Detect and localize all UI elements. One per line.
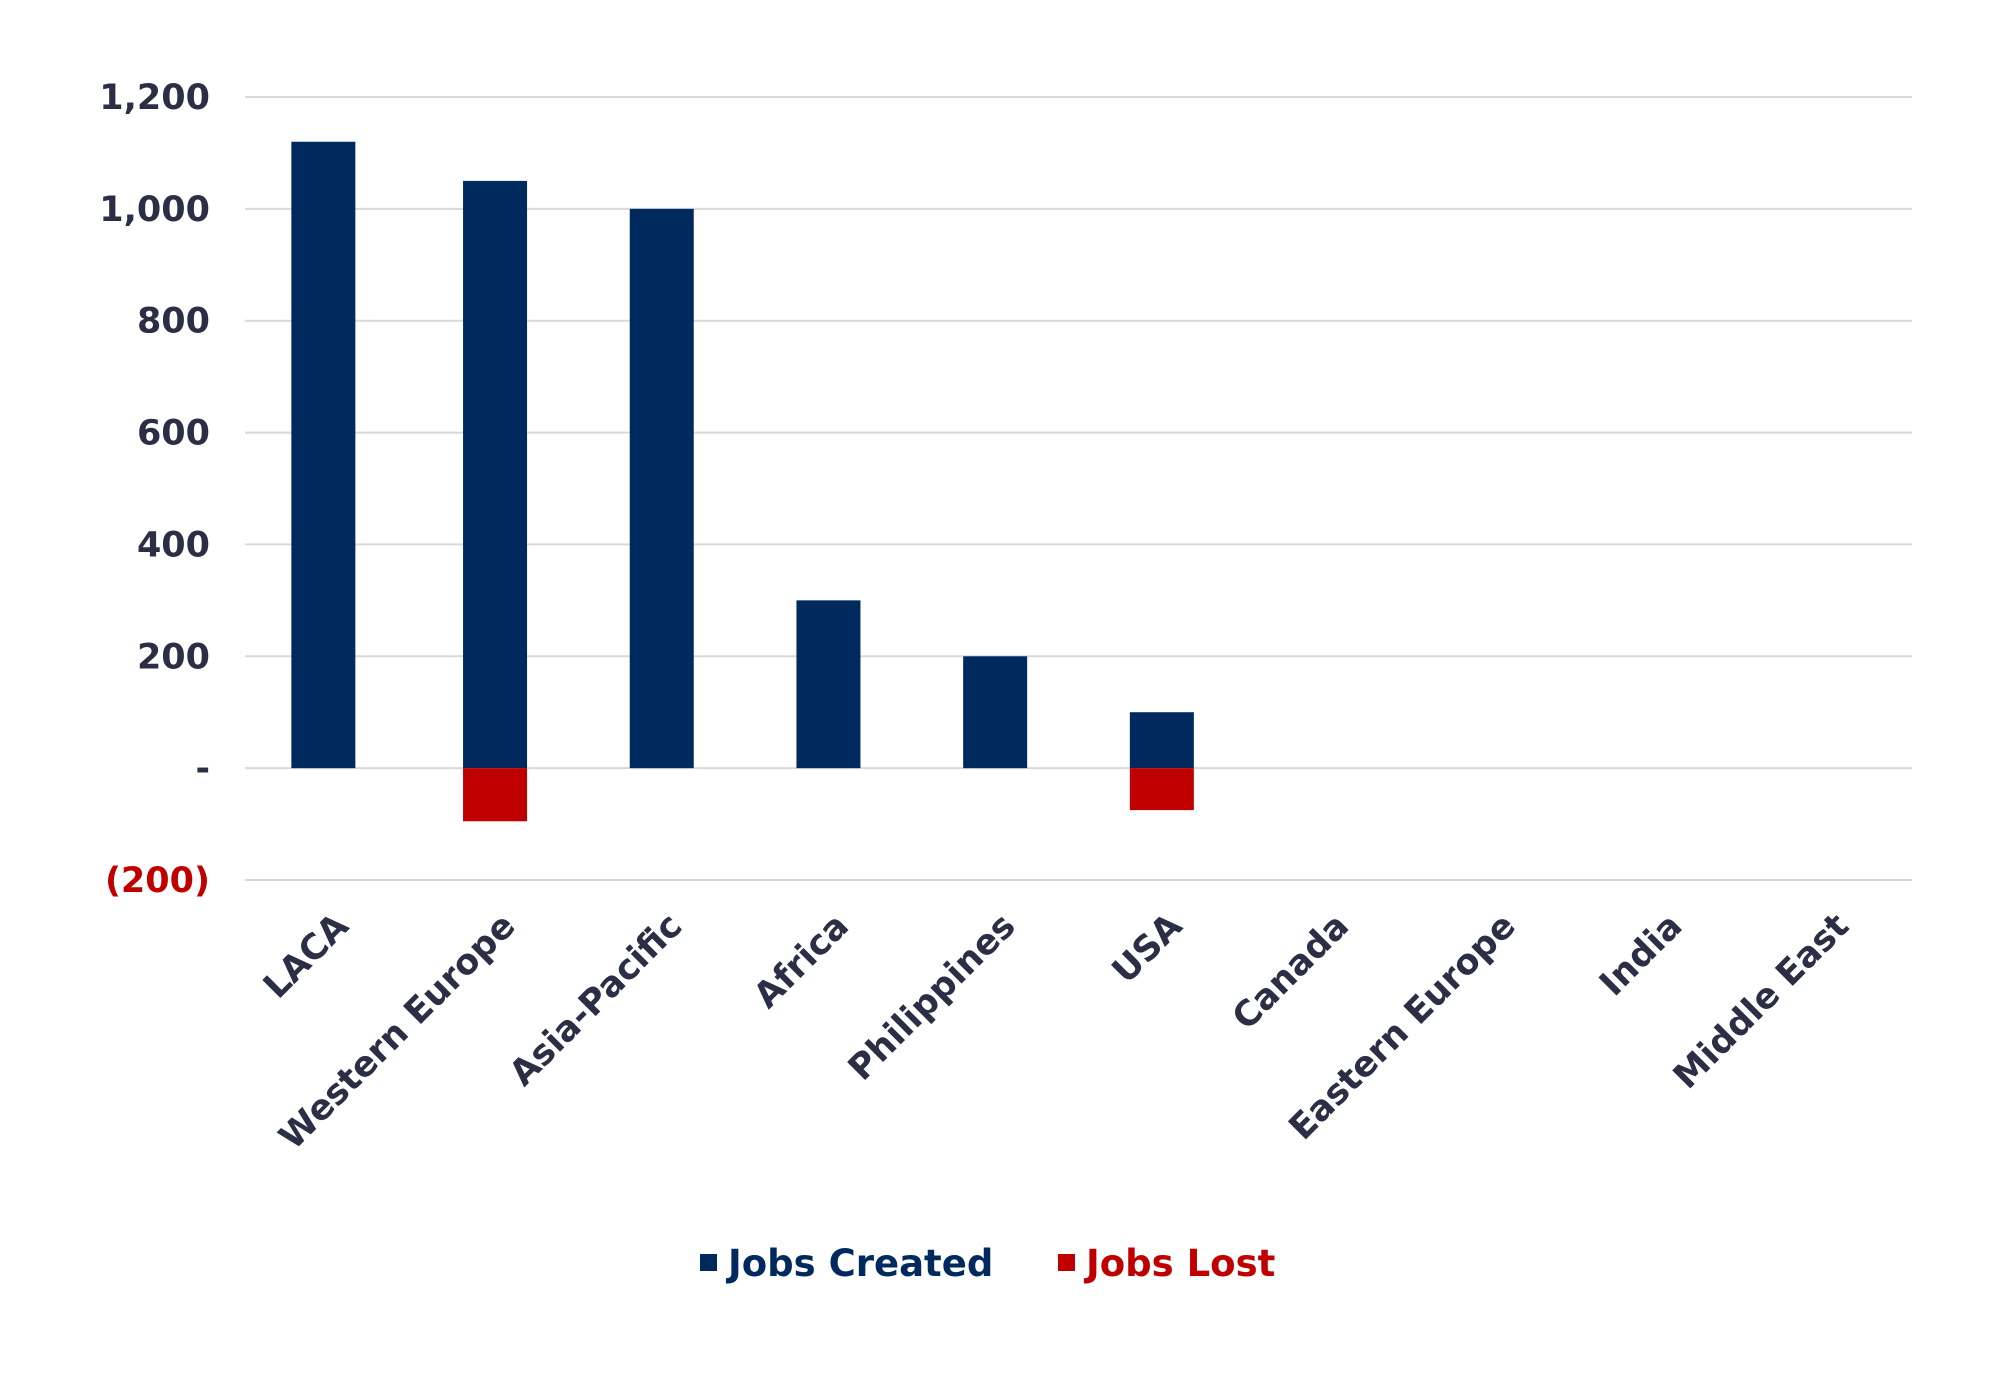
x-tick-label: LACA xyxy=(256,906,357,1007)
bar-jobs-created-0 xyxy=(291,141,356,769)
legend-label: Jobs Lost xyxy=(1083,1242,1275,1285)
x-tick-label: India xyxy=(1592,906,1690,1004)
y-tick-label: 600 xyxy=(137,414,210,454)
y-tick-label: 1,000 xyxy=(99,190,210,230)
x-tick-label: Philippines xyxy=(841,906,1024,1089)
y-tick-label: 400 xyxy=(137,525,210,565)
x-tick-label: Africa xyxy=(747,906,857,1016)
x-tick-label: Middle East xyxy=(1666,906,1857,1097)
y-tick-label: 200 xyxy=(137,637,210,677)
bar-jobs-created-3 xyxy=(796,600,861,769)
bars xyxy=(291,141,1194,822)
legend-swatch xyxy=(1058,1254,1075,1271)
x-tick-label: Asia-Pacific xyxy=(502,906,690,1094)
x-tick-label: Canada xyxy=(1225,906,1357,1038)
y-tick-label: 800 xyxy=(137,302,210,342)
bar-jobs-lost-5 xyxy=(1129,768,1194,811)
bar-jobs-created-2 xyxy=(629,208,694,769)
bar-jobs-lost-1 xyxy=(463,768,528,822)
y-tick-label: (200) xyxy=(105,861,210,901)
y-axis-ticks: 1,200 1,000 800 600 400 200 - (200) xyxy=(99,78,210,901)
y-tick-label: 1,200 xyxy=(99,78,210,118)
bar-jobs-created-1 xyxy=(463,180,528,769)
bar-jobs-created-5 xyxy=(1129,712,1194,769)
legend-swatch xyxy=(700,1254,717,1271)
y-tick-label: - xyxy=(195,749,210,789)
x-tick-label: USA xyxy=(1105,906,1190,991)
legend: Jobs Created Jobs Lost xyxy=(700,1242,1275,1285)
bar-jobs-created-4 xyxy=(963,656,1028,769)
legend-label: Jobs Created xyxy=(725,1242,993,1285)
